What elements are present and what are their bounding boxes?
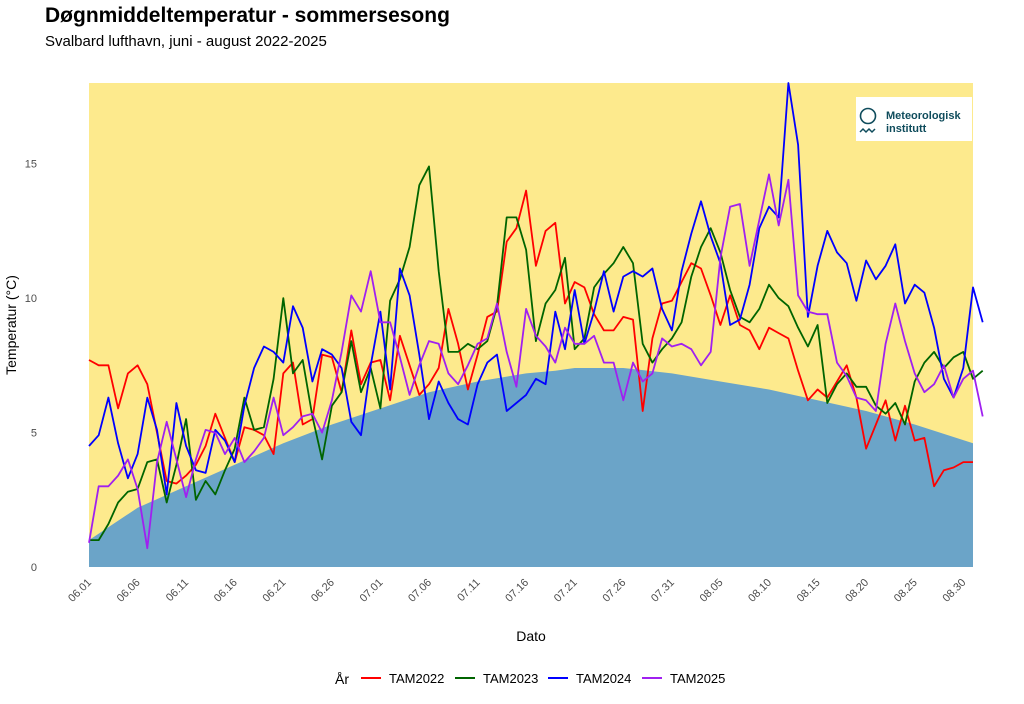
x-tick-label: 07.01 (358, 577, 386, 605)
series-line-tam2025 (88, 173, 984, 550)
logo-text-line2: institutt (886, 123, 927, 135)
x-tick-label: 07.16 (503, 577, 531, 605)
logo-circle-icon (859, 107, 877, 125)
x-axis-ticks: 06.01 06.06 06.11 06.16 06.21 06.26 07.01 07.06… (66, 577, 968, 605)
x-tick-label: 07.31 (649, 577, 677, 605)
series-line-tam2024 (88, 82, 984, 496)
y-tick-label: 15 (25, 159, 37, 171)
legend-item-tam2022: TAM2022 (361, 671, 444, 686)
met-logo: Meteorologisk institutt (856, 97, 972, 141)
chart-subtitle: Svalbard lufthavn, juni - august 2022-20… (45, 33, 327, 50)
x-tick-label: 07.26 (600, 577, 628, 605)
x-tick-label: 08.05 (698, 577, 726, 605)
x-tick-label: 07.11 (455, 577, 482, 604)
y-tick-label: 5 (31, 428, 37, 440)
x-tick-label: 06.21 (260, 577, 288, 605)
y-tick-label: 10 (25, 293, 37, 305)
x-tick-label: 08.20 (843, 577, 871, 605)
legend-item-tam2023: TAM2023 (455, 671, 538, 686)
x-tick-label: 08.30 (940, 577, 968, 605)
legend-label: TAM2025 (670, 671, 725, 686)
legend-item-tam2024: TAM2024 (548, 671, 631, 686)
legend-item-tam2025: TAM2025 (642, 671, 725, 686)
legend-title: År (335, 671, 349, 687)
logo-wave-icon (859, 127, 876, 134)
legend: TAM2022 TAM2023 TAM2024 TAM2025 (361, 671, 725, 686)
chart-title: Døgnmiddeltemperatur - sommersesong (45, 4, 450, 27)
legend-label: TAM2024 (576, 671, 631, 686)
legend-label: TAM2022 (389, 671, 444, 686)
x-axis-title: Dato (516, 628, 546, 644)
legend-label: TAM2023 (483, 671, 538, 686)
x-tick-label: 07.06 (406, 577, 434, 605)
x-tick-label: 08.25 (892, 577, 920, 605)
logo-text-line1: Meteorologisk (886, 110, 961, 122)
x-tick-label: 06.01 (66, 577, 94, 605)
series-line-tam2023 (89, 165, 984, 541)
series-lines (88, 82, 984, 550)
y-axis-title: Temperatur (°C) (3, 275, 19, 375)
x-tick-label: 06.11 (164, 577, 191, 604)
x-tick-label: 06.26 (309, 577, 337, 605)
x-tick-label: 07.21 (552, 577, 580, 605)
y-tick-label: 0 (31, 562, 37, 574)
x-tick-label: 06.06 (115, 577, 143, 605)
x-tick-label: 08.10 (746, 577, 774, 605)
y-axis-ticks: 0 5 10 15 (25, 159, 37, 574)
x-tick-label: 06.16 (212, 577, 240, 605)
normal-temperature-area (89, 368, 973, 567)
x-tick-label: 08.15 (795, 577, 823, 605)
